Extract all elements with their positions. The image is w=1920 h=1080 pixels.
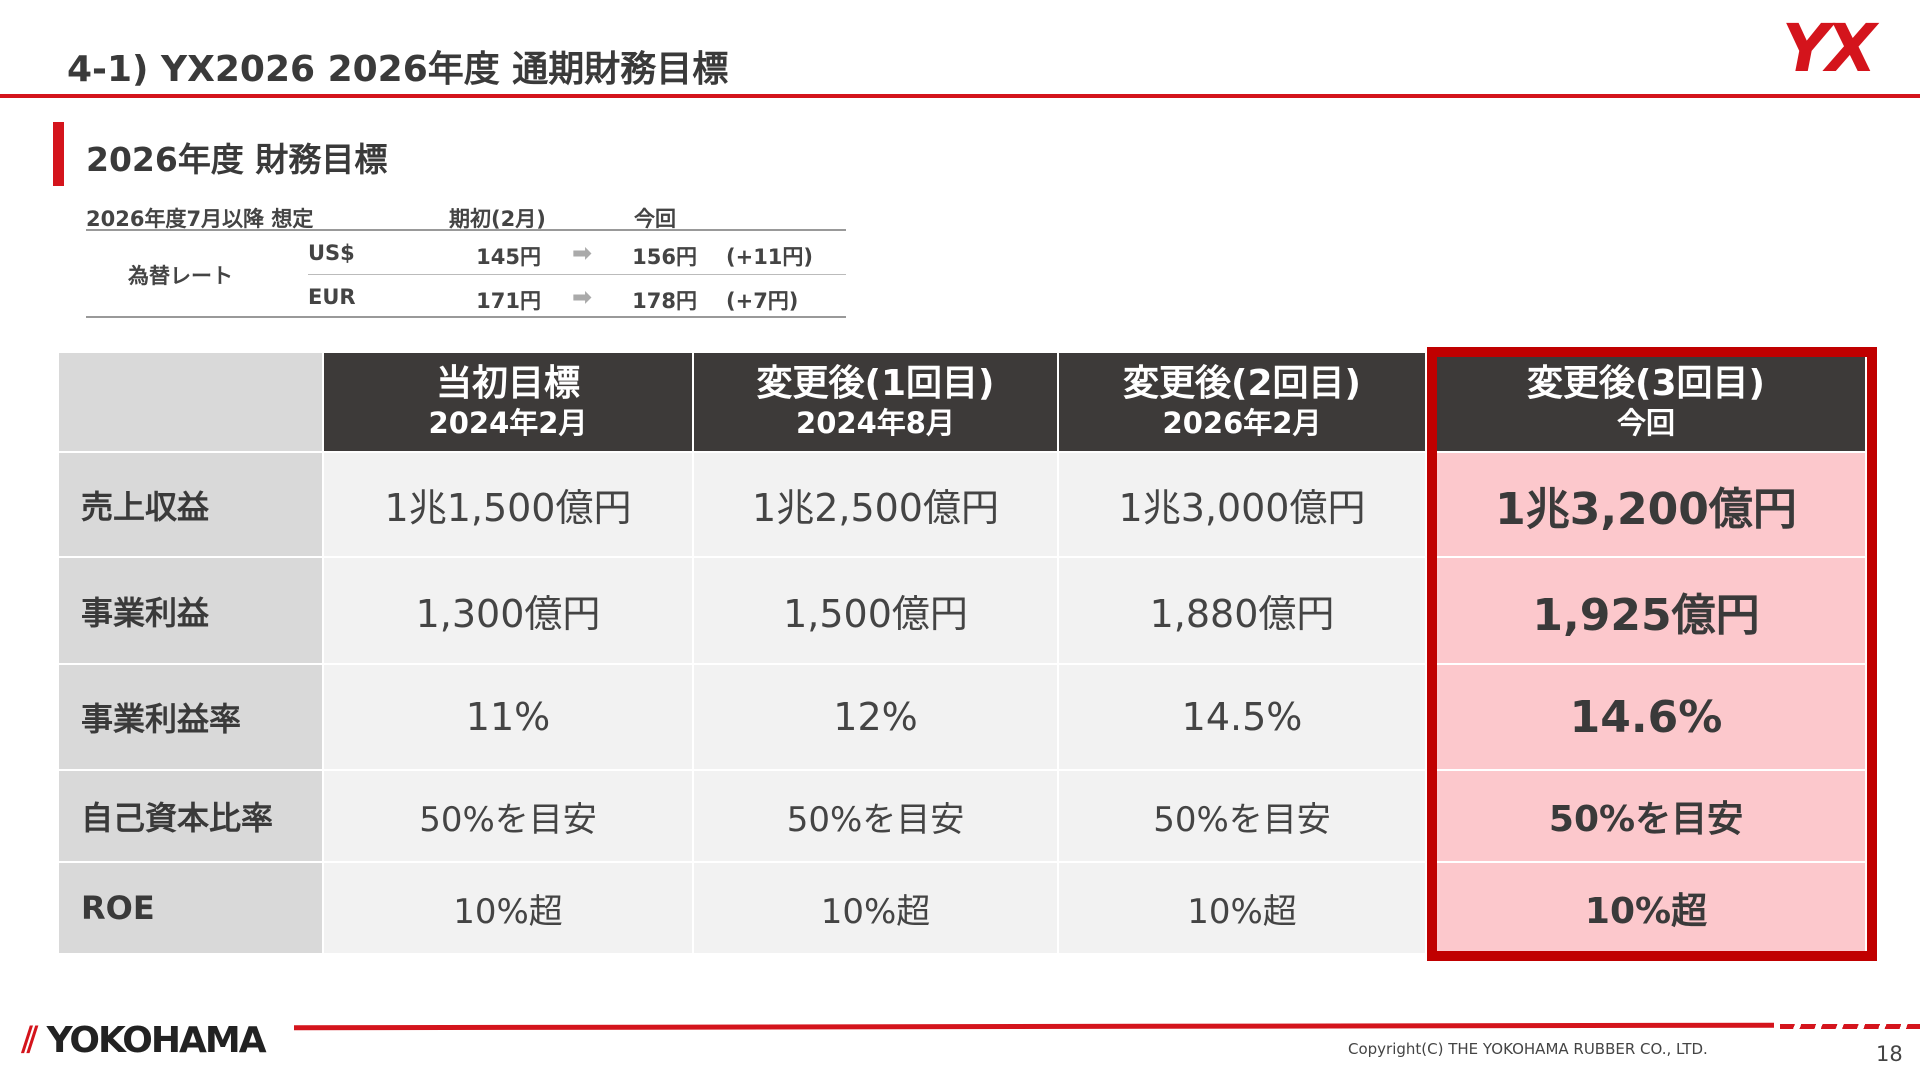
rule — [86, 316, 846, 318]
fx-label: 為替レート — [128, 264, 233, 288]
logo: YX — [1782, 10, 1877, 87]
header-date: 2024年8月 — [796, 406, 955, 440]
header-cell: 変更後(1回目) 2024年8月 — [694, 353, 1059, 453]
fx-current: 178円 — [632, 289, 697, 313]
fx-diff: (+11円) — [726, 245, 814, 269]
header-date: 今回 — [1616, 406, 1675, 440]
fx-arrow: ➡ — [572, 283, 593, 311]
section-title: 2026年度 財務目標 — [86, 140, 388, 179]
rule — [86, 229, 846, 231]
value-cell: 14.5% — [1059, 665, 1427, 771]
header-date: 2024年2月 — [428, 406, 588, 440]
fx-table: 2026年度7月以降 想定 期初(2月) 今回 為替レート US$ 145円 ➡ 15… — [86, 200, 846, 320]
value-cell: 11% — [324, 665, 694, 771]
value-cell: 1,925億円 — [1427, 558, 1867, 665]
fx-header: 期初(2月) — [449, 207, 546, 231]
value-cell: 12% — [694, 665, 1059, 771]
value-cell: 50%を目安 — [1059, 771, 1427, 863]
brand-name: YOKOHAMA — [46, 1020, 267, 1061]
value-cell: 1,300億円 — [324, 558, 694, 665]
target-table: 当初目標 2024年2月 変更後(1回目) 2024年8月 変更後(2回目) 2026年2… — [59, 353, 1867, 955]
value-cell: 10%超 — [1427, 863, 1867, 955]
value-cell: 1兆1,500億円 — [324, 453, 694, 558]
header-date: 2026年2月 — [1162, 406, 1322, 440]
row-label: 事業利益率 — [59, 665, 324, 771]
header-cell: 当初目標 2024年2月 — [324, 353, 694, 453]
value-cell: 1兆3,200億円 — [1427, 453, 1867, 558]
title-rule — [0, 94, 1920, 98]
header-title: 変更後(2回目) — [1123, 363, 1361, 404]
row-label: 自己資本比率 — [59, 771, 324, 863]
value-cell: 1兆2,500億円 — [694, 453, 1059, 558]
header-title: 変更後(3回目) — [1527, 363, 1765, 404]
fx-initial: 171円 — [476, 289, 541, 313]
highlight-frame — [1427, 347, 1877, 961]
value-cell: 50%を目安 — [1427, 771, 1867, 863]
slide-title: 4-1) YX2026 2026年度 通期財務目標 — [67, 49, 729, 90]
value-cell: 10%超 — [324, 863, 694, 955]
header-cell: 変更後(3回目) 今回 — [1427, 353, 1867, 453]
section-bar — [53, 122, 64, 186]
value-cell: 1兆3,000億円 — [1059, 453, 1427, 558]
row-label: 売上収益 — [59, 453, 324, 558]
value-cell: 10%超 — [1059, 863, 1427, 955]
value-cell: 10%超 — [694, 863, 1059, 955]
fx-arrow: ➡ — [572, 239, 593, 267]
rule — [308, 274, 846, 275]
fx-diff: (+7円) — [726, 289, 799, 313]
fx-current: 156円 — [632, 245, 697, 269]
footer-rule — [294, 1022, 1774, 1031]
value-cell: 14.6% — [1427, 665, 1867, 771]
header-title: 当初目標 — [435, 363, 580, 404]
value-cell: 50%を目安 — [694, 771, 1059, 863]
fx-header: 今回 — [634, 207, 676, 231]
value-cell: 50%を目安 — [324, 771, 694, 863]
brand: ⫽ YOKOHAMA — [22, 1020, 267, 1061]
fx-initial: 145円 — [476, 245, 541, 269]
footer-stripes — [1780, 1024, 1920, 1029]
value-cell: 1,880億円 — [1059, 558, 1427, 665]
copyright: Copyright(C) THE YOKOHAMA RUBBER CO., LT… — [1348, 1040, 1708, 1058]
fx-header: 2026年度7月以降 想定 — [86, 207, 314, 231]
row-label: 事業利益 — [59, 558, 324, 665]
row-label: ROE — [59, 863, 324, 955]
value-cell: 1,500億円 — [694, 558, 1059, 665]
fx-currency: EUR — [308, 285, 356, 309]
header-title: 変更後(1回目) — [756, 363, 995, 404]
header-cell: 変更後(2回目) 2026年2月 — [1059, 353, 1427, 453]
header-cell — [59, 353, 324, 453]
page-number: 18 — [1876, 1042, 1903, 1066]
fx-currency: US$ — [308, 241, 355, 265]
